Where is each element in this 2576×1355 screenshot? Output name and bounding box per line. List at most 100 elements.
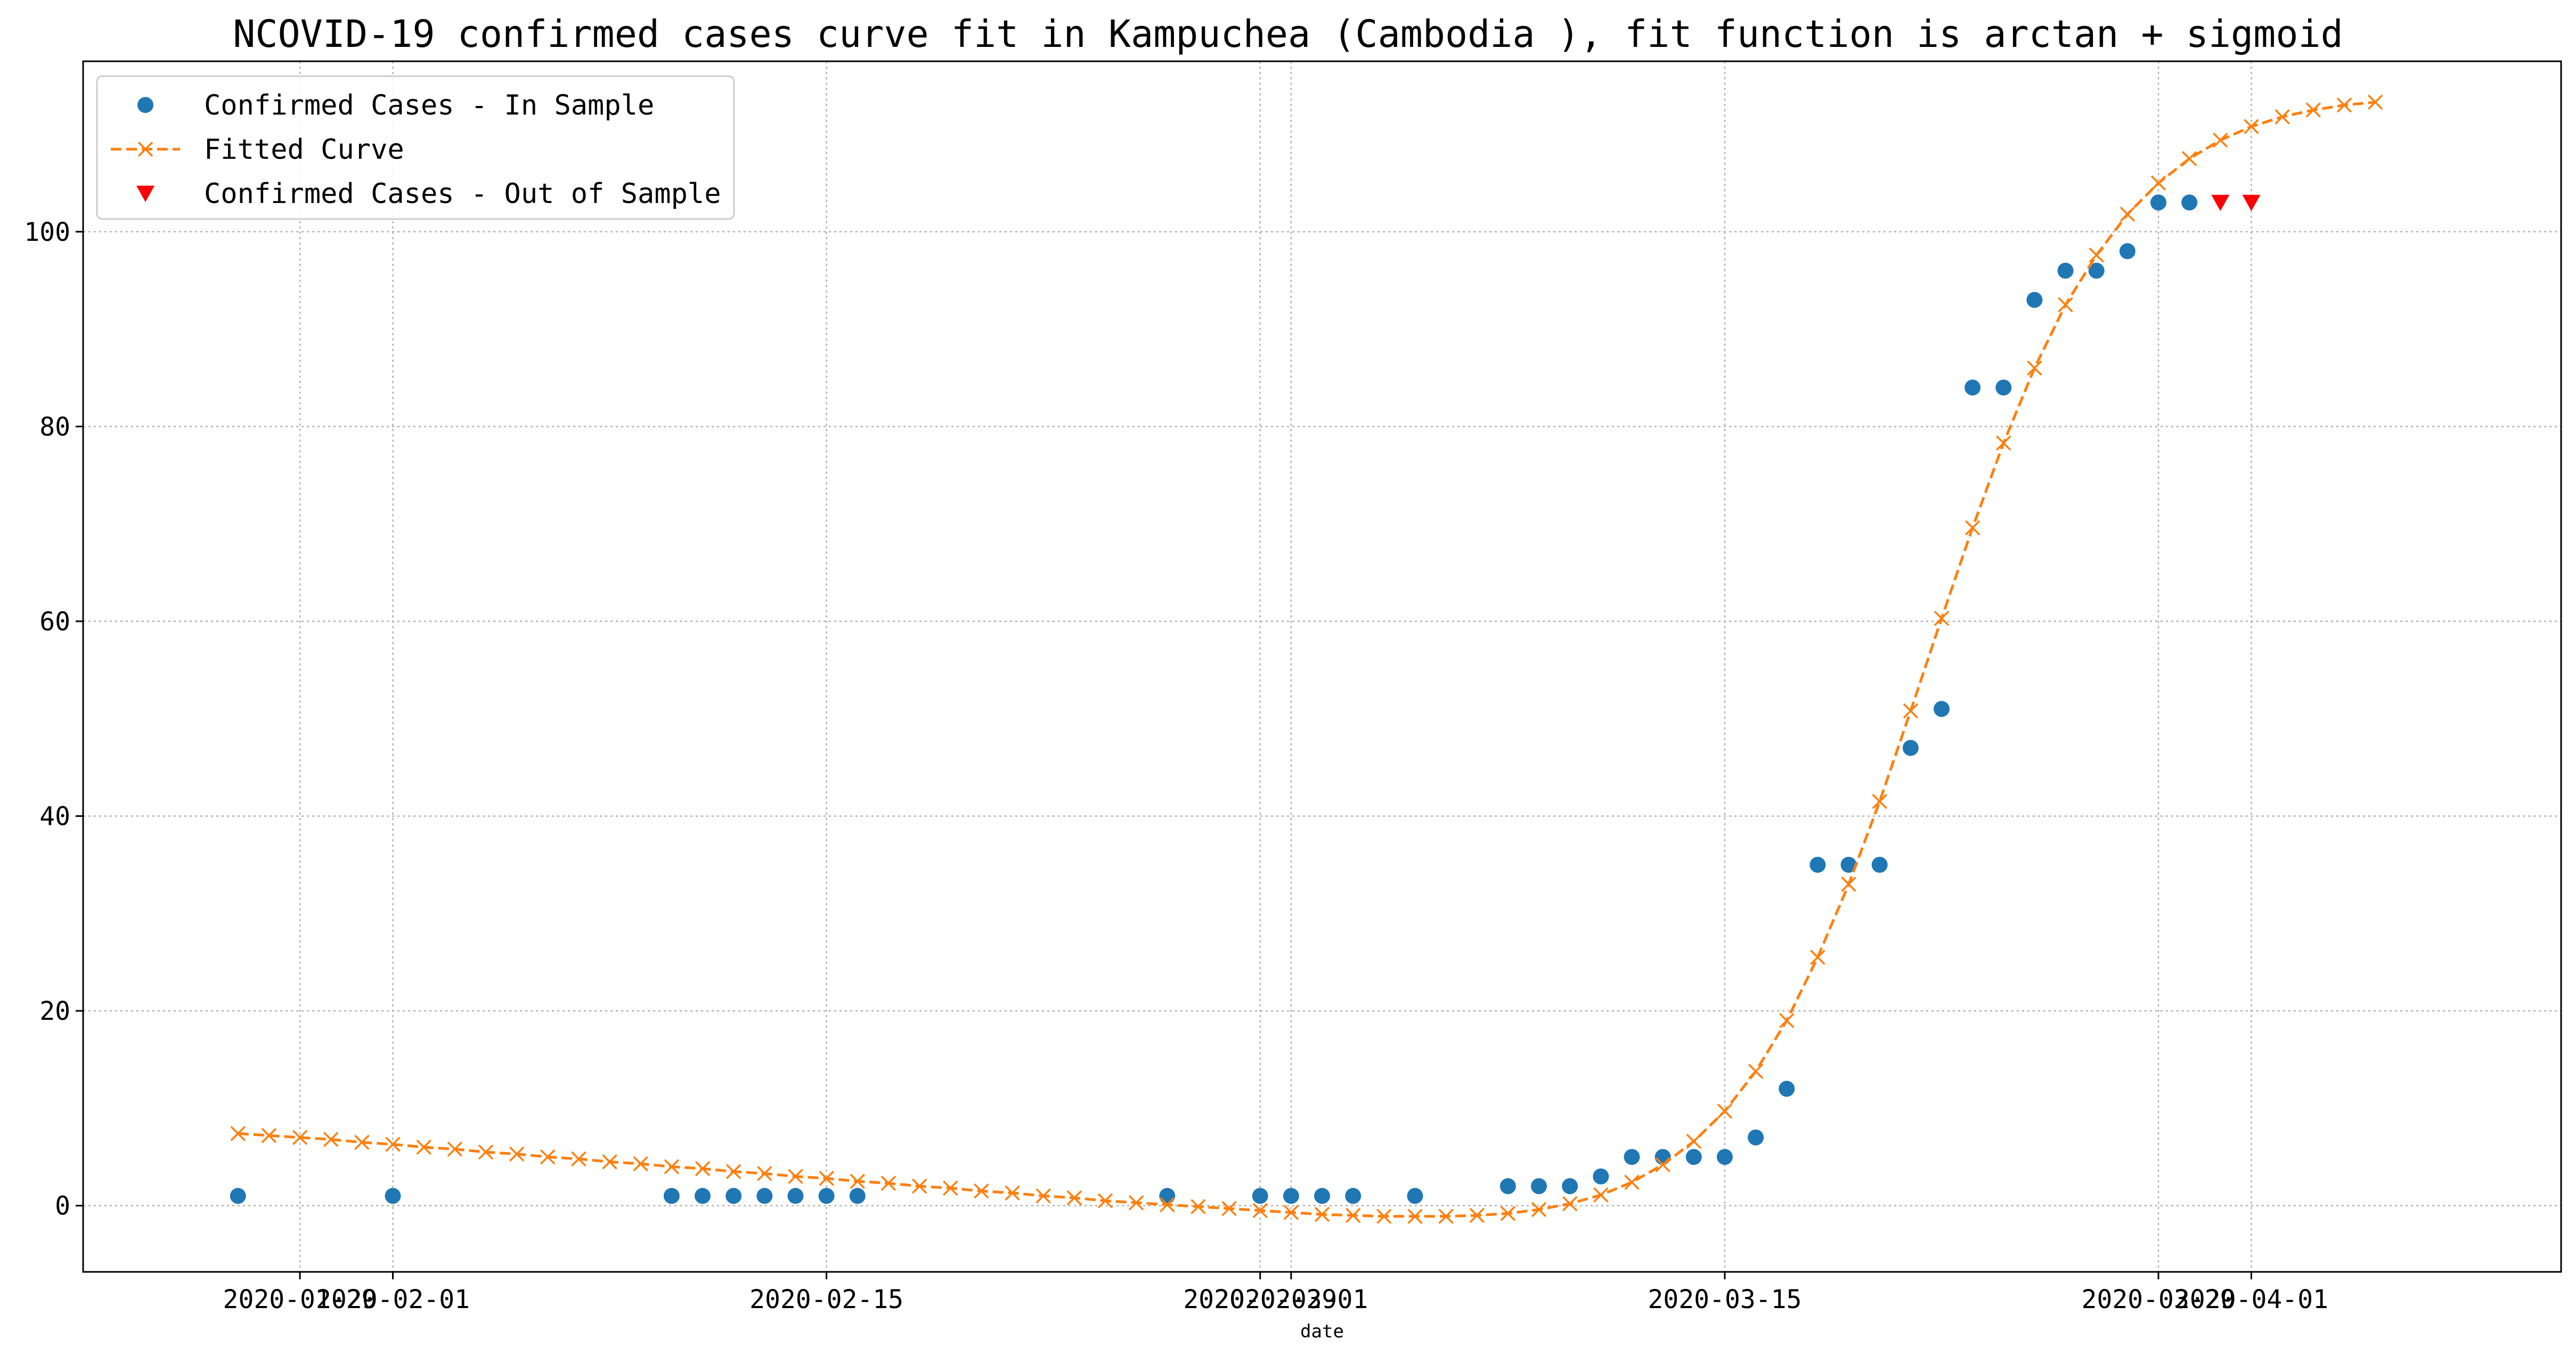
fit-point-marker	[354, 1134, 370, 1150]
fit-point-marker	[942, 1180, 958, 1196]
x-tick-label: 2020-04-01	[2174, 1285, 2328, 1315]
fit-point-marker	[1252, 1203, 1268, 1219]
fit-point-marker	[1221, 1200, 1237, 1216]
fit-point-marker	[385, 1137, 401, 1152]
in-sample-point	[818, 1188, 835, 1204]
fit-point-marker	[1500, 1206, 1516, 1221]
in-sample-point	[1499, 1178, 1516, 1195]
legend-box	[96, 75, 735, 220]
grid-lines	[83, 61, 2561, 1272]
fit-point-marker	[2275, 109, 2290, 125]
fit-point-marker	[1779, 1013, 1795, 1028]
fit-point-marker	[1191, 1199, 1206, 1214]
fit-point-marker	[2305, 102, 2321, 118]
y-tick-label: 20	[39, 996, 70, 1026]
in-sample-point	[1345, 1188, 1362, 1204]
y-axis: 0 20 40 60 80 100	[24, 217, 83, 1221]
fit-point-marker	[1531, 1202, 1547, 1218]
fit-point-marker	[1624, 1174, 1640, 1190]
in-sample-point	[1809, 856, 1826, 873]
in-sample-point	[1685, 1149, 1702, 1165]
fit-point-marker	[1160, 1197, 1175, 1213]
legend-marker	[137, 97, 153, 113]
fit-point-marker	[1562, 1196, 1578, 1212]
legend-label: Confirmed Cases - Out of Sample	[204, 178, 721, 210]
fit-point-marker	[1345, 1207, 1361, 1223]
in-sample-point	[1964, 379, 1981, 396]
in-sample-point	[663, 1188, 680, 1204]
fit-point-marker	[261, 1127, 277, 1143]
fit-point-marker	[1097, 1193, 1113, 1208]
in-sample-point	[1779, 1081, 1795, 1097]
x-tick-label: 2020-03-15	[1648, 1285, 1801, 1315]
chart-title: NCOVID-19 confirmed cases curve fit in K…	[233, 12, 2343, 56]
fit-point-marker	[323, 1132, 339, 1147]
x-tick-label: 2020-01-29	[223, 1285, 377, 1315]
fit-point-marker	[1036, 1188, 1051, 1204]
x-axis-label: date	[1300, 1321, 1344, 1342]
out-of-sample-point	[136, 185, 154, 202]
fit-point-marker	[1717, 1104, 1733, 1119]
fit-point-marker	[2058, 297, 2073, 313]
fit-point-marker	[292, 1130, 308, 1145]
fit-point-marker	[1469, 1207, 1485, 1223]
in-sample-point	[849, 1188, 866, 1204]
fit-point-marker	[1376, 1208, 1392, 1224]
fit-point-marker	[1407, 1208, 1423, 1224]
in-sample-point	[1748, 1129, 1764, 1146]
fit-point-marker	[664, 1159, 680, 1174]
fitted-curve-line	[238, 101, 2376, 1218]
fit-point-marker	[509, 1146, 525, 1162]
fit-point-marker	[447, 1141, 463, 1157]
fit-point-marker	[1314, 1206, 1330, 1222]
y-tick-label: 0	[55, 1191, 70, 1221]
in-sample-point	[1995, 379, 2012, 396]
fit-point-marker	[911, 1178, 927, 1194]
in-sample-point	[1593, 1168, 1609, 1184]
legend-label: Fitted Curve	[204, 134, 404, 166]
in-sample-point	[787, 1188, 804, 1204]
fit-point-marker	[1903, 703, 1919, 719]
in-sample-point	[1871, 856, 1888, 873]
x-tick-label: 2020-03-01	[1214, 1285, 1368, 1315]
fit-point-marker	[230, 1126, 246, 1141]
fit-point-marker	[2089, 247, 2104, 263]
fit-point-marker	[137, 141, 153, 157]
fit-point-marker	[1964, 520, 1980, 535]
fit-point-marker	[2336, 98, 2352, 113]
fit-point-marker	[1283, 1205, 1299, 1220]
fit-point-marker	[2244, 119, 2259, 134]
in-sample-point	[230, 1188, 246, 1204]
fit-point-marker	[478, 1144, 494, 1160]
fit-point-marker	[2150, 175, 2166, 191]
fit-point-marker	[725, 1164, 741, 1179]
in-sample-point	[756, 1188, 773, 1204]
fit-point-marker	[695, 1161, 711, 1177]
fit-point-marker	[757, 1166, 772, 1181]
y-tick-label: 80	[39, 412, 70, 442]
fit-point-marker	[1872, 793, 1887, 809]
fit-point-marker	[1996, 435, 2011, 451]
in-sample-point	[1562, 1178, 1578, 1195]
in-sample-point	[1314, 1188, 1330, 1204]
y-tick-label: 60	[39, 607, 70, 637]
fit-point-marker	[2181, 151, 2197, 167]
fit-point-marker	[540, 1149, 556, 1165]
in-sample-point	[1407, 1188, 1423, 1204]
in-sample-point	[1840, 856, 1857, 873]
fit-point-marker	[788, 1169, 803, 1184]
legend: Confirmed Cases - In Sample Fitted Curve C…	[96, 75, 735, 220]
fit-point-marker	[850, 1173, 865, 1189]
in-sample-point	[725, 1188, 742, 1204]
fit-point-marker	[1686, 1133, 1702, 1149]
in-sample-point	[1624, 1149, 1640, 1165]
fit-point-marker	[1655, 1157, 1670, 1173]
series-2	[2211, 194, 2261, 212]
fit-point-marker	[881, 1175, 896, 1191]
in-sample-point	[1654, 1149, 1671, 1165]
fit-point-marker	[2027, 360, 2042, 376]
in-sample-point	[1902, 740, 1919, 756]
fit-point-marker	[571, 1151, 586, 1167]
